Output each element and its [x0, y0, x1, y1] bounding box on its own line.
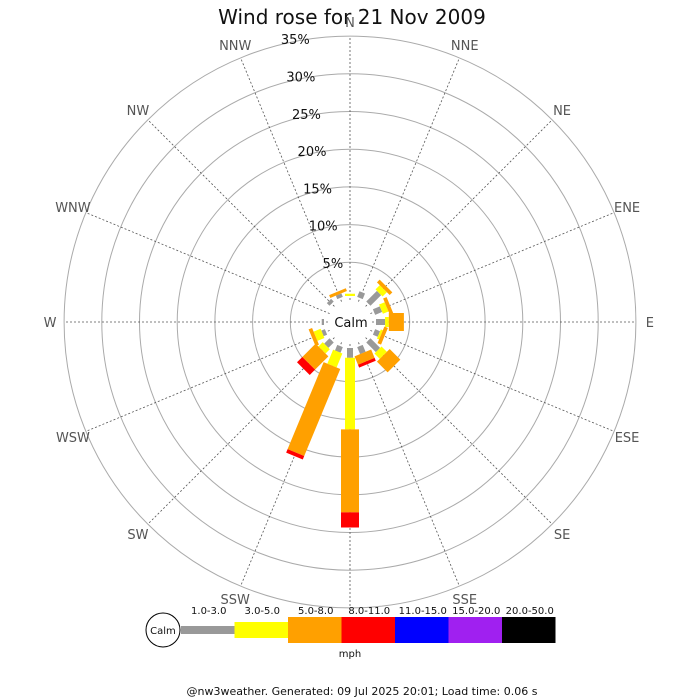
bar-sse-3	[357, 357, 376, 368]
direction-label-ese: ESE	[615, 431, 640, 446]
legend-swatch-0	[181, 626, 235, 634]
ring-labels: 5% 10% 15% 20% 25% 30% 35%	[281, 33, 343, 272]
direction-label-n: N	[345, 16, 355, 31]
grid-spoke	[370, 330, 615, 432]
grid-spoke	[365, 119, 553, 307]
bar-ssw-2	[287, 362, 341, 457]
grid-ring	[63, 35, 637, 609]
bar-sse-2	[354, 349, 375, 365]
calm-label: Calm	[334, 316, 367, 331]
speed-legend: Calm 1.0-3.0 3.0-5.0 5.0-8.0 8.0-11.0 11.0-15…	[145, 606, 556, 660]
legend-units: mph	[339, 649, 361, 660]
bar-sw-0	[324, 338, 334, 348]
direction-label-wnw: WNW	[55, 201, 91, 216]
ring-label: 20%	[298, 145, 327, 160]
bar-nw-0	[326, 298, 334, 306]
bar-ssw-1	[327, 349, 343, 368]
ring-label: 15%	[303, 182, 332, 197]
direction-label-e: E	[646, 316, 654, 331]
direction-labels: NNNENEENEEESESESSESSSWSWWSWWWNWNWNNW	[44, 16, 654, 631]
bar-ene-0	[372, 306, 383, 315]
bar-wsw-2	[308, 327, 319, 347]
legend-swatch-6	[502, 617, 556, 643]
bar-sw-1	[318, 342, 330, 354]
ring-label: 30%	[286, 71, 315, 86]
direction-label-sse: SSE	[452, 593, 477, 608]
grid-spoke	[85, 212, 330, 314]
calm-center: Calm	[328, 300, 372, 344]
footer-text: @nw3weather. Generated: 09 Jul 2025 20:0…	[187, 685, 538, 698]
legend-calm-circle	[145, 612, 181, 648]
ring-label: 10%	[309, 220, 338, 235]
direction-label-nnw: NNW	[219, 39, 251, 54]
bar-ssw-3	[286, 449, 305, 460]
direction-label-sw: SW	[127, 528, 148, 543]
legend-calm-label: Calm	[150, 626, 176, 637]
bar-se-0	[366, 338, 381, 353]
legend-swatch-4	[395, 617, 449, 643]
bar-nnw-2	[329, 288, 347, 298]
bar-se-2	[376, 348, 401, 373]
direction-label-w: W	[44, 316, 57, 331]
grid-spoke	[358, 342, 460, 587]
direction-label-ene: ENE	[614, 201, 640, 216]
direction-label-nw: NW	[127, 104, 150, 119]
bar-wsw-1	[313, 328, 325, 341]
ring-label: 25%	[292, 108, 321, 123]
legend-label-5: 15.0-20.0	[452, 606, 500, 617]
direction-label-ssw: SSW	[221, 593, 251, 608]
legend-label-3: 8.0-11.0	[348, 606, 390, 617]
chart-bars	[286, 279, 404, 528]
bar-nnw-0	[335, 293, 343, 300]
bar-ne-1	[375, 285, 387, 297]
bar-ese-2	[377, 326, 388, 345]
bar-nne-0	[357, 291, 366, 300]
bar-ese-0	[372, 329, 381, 337]
grid-spoke	[370, 212, 615, 314]
direction-label-se: SE	[554, 528, 570, 543]
legend-label-0: 1.0-3.0	[191, 606, 226, 617]
bar-ssw-0	[334, 344, 343, 353]
direction-label-wsw: WSW	[56, 431, 90, 446]
bar-ene-2	[383, 297, 394, 316]
ring-label: 5%	[323, 257, 344, 272]
bar-wsw-0	[321, 329, 328, 337]
legend-swatch-5	[448, 617, 502, 643]
bar-sse-0	[357, 344, 366, 355]
grid-spoke	[358, 57, 460, 302]
bar-sw-2	[302, 343, 329, 370]
legend-swatch-2	[288, 617, 342, 643]
legend-swatch-3	[341, 617, 395, 643]
grid-ring	[101, 73, 599, 571]
calm-circle	[328, 300, 372, 344]
bar-ne-2	[376, 279, 393, 296]
direction-label-nne: NNE	[451, 39, 479, 54]
grid-spoke	[85, 330, 330, 432]
legend-label-4: 11.0-15.0	[399, 606, 447, 617]
bar-se-1	[374, 346, 387, 359]
direction-label-ne: NE	[553, 104, 571, 119]
chart-title: Wind rose for 21 Nov 2009	[218, 5, 486, 29]
bar-ne-0	[366, 290, 382, 306]
bar-ese-1	[376, 329, 383, 340]
legend-swatch-1	[234, 622, 288, 638]
legend-label-2: 5.0-8.0	[298, 606, 333, 617]
bar-ene-1	[379, 302, 389, 314]
bar-sw-3	[296, 356, 316, 376]
ring-label: 35%	[281, 33, 310, 48]
legend-label-6: 20.0-50.0	[506, 606, 554, 617]
legend-label-1: 3.0-5.0	[245, 606, 280, 617]
